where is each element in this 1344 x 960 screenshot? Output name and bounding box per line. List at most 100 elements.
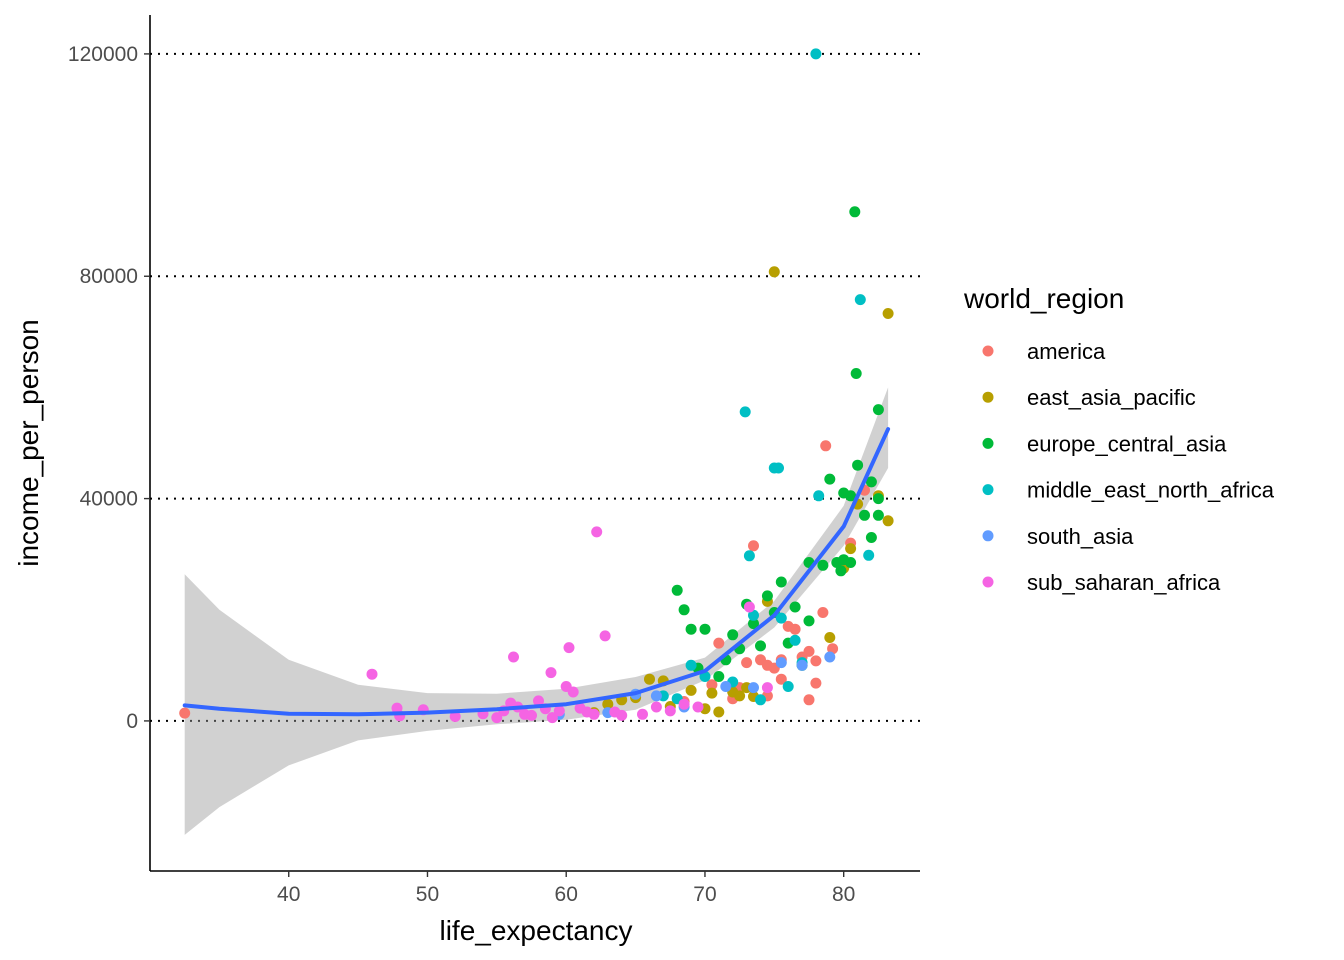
legend: world_region america east_asia_pacificeur… xyxy=(963,283,1275,595)
x-tick-label: 50 xyxy=(416,883,439,906)
point-america xyxy=(789,623,801,635)
point-east_asia_pacific xyxy=(882,308,894,319)
y-tick-label: 0 xyxy=(126,710,138,733)
x-tick-label: 80 xyxy=(832,883,855,906)
point-sub_saharan_africa xyxy=(526,709,537,721)
confidence-band-area xyxy=(184,387,889,835)
point-sub_saharan_africa xyxy=(588,708,600,720)
point-sub_saharan_africa xyxy=(664,705,676,717)
point-europe_central_asia xyxy=(685,623,697,635)
x-tick-label: 40 xyxy=(277,883,300,906)
point-middle_east_north_africa xyxy=(739,406,751,418)
point-east_asia_pacific xyxy=(602,698,614,710)
legend-label-south_asia: south_asia xyxy=(1027,524,1134,549)
point-sub_saharan_africa xyxy=(599,630,611,642)
y-axis-title: income_per_person xyxy=(13,319,44,567)
point-sub_saharan_africa xyxy=(637,708,648,720)
trend-line-path xyxy=(182,427,891,717)
point-europe_central_asia xyxy=(852,459,864,471)
point-europe_central_asia xyxy=(699,623,711,635)
tick-labels: 0 40000 80000 120000 40 50 60 70 80 xyxy=(68,43,855,906)
point-europe_central_asia xyxy=(845,490,857,502)
point-sub_saharan_africa xyxy=(449,711,461,722)
point-europe_central_asia xyxy=(678,604,690,616)
point-europe_central_asia xyxy=(872,509,884,521)
point-east_asia_pacific xyxy=(644,673,655,685)
point-middle_east_north_africa xyxy=(743,550,755,562)
point-europe_central_asia xyxy=(748,618,759,630)
point-south_asia xyxy=(748,682,759,694)
legend-title: world_region xyxy=(963,283,1124,314)
legend-label-america: america xyxy=(1027,339,1106,364)
point-middle_east_north_africa xyxy=(813,490,825,502)
point-america xyxy=(741,657,753,669)
point-america xyxy=(820,440,832,452)
point-east_asia_pacific xyxy=(713,706,725,718)
point-south_asia xyxy=(775,657,787,669)
legend-label-east_asia_pacific: east_asia_pacific xyxy=(1027,385,1196,410)
point-sub_saharan_africa xyxy=(545,667,557,679)
point-america xyxy=(803,694,815,706)
point-middle_east_north_africa xyxy=(789,634,801,646)
point-sub_saharan_africa xyxy=(743,601,755,613)
point-america xyxy=(803,645,815,657)
legend-key-america xyxy=(982,345,994,357)
point-middle_east_north_africa xyxy=(782,681,794,692)
x-axis-title: life_expectancy xyxy=(439,915,632,946)
legend-key-middle_east_north_africa xyxy=(982,484,994,496)
x-tick-label: 60 xyxy=(555,883,578,906)
point-europe_central_asia xyxy=(671,584,683,596)
point-sub_saharan_africa xyxy=(553,705,565,717)
point-america xyxy=(713,637,725,649)
point-middle_east_north_africa xyxy=(854,294,866,306)
point-america xyxy=(706,679,718,691)
point-east_asia_pacific xyxy=(882,515,894,527)
point-sub_saharan_africa xyxy=(678,698,690,710)
point-sub_saharan_africa xyxy=(761,682,773,694)
point-east_asia_pacific xyxy=(824,632,836,643)
point-europe_central_asia xyxy=(755,640,766,652)
point-south_asia xyxy=(650,690,662,702)
point-europe_central_asia xyxy=(845,557,857,568)
point-middle_east_north_africa xyxy=(755,694,766,706)
gridlines xyxy=(150,52,920,722)
point-east_asia_pacific xyxy=(734,690,746,702)
point-sub_saharan_africa xyxy=(567,686,579,698)
legend-label-sub_saharan_africa: sub_saharan_africa xyxy=(1027,570,1221,595)
point-sub_saharan_africa xyxy=(563,642,575,654)
legend-key-europe_central_asia xyxy=(982,437,994,449)
point-east_asia_pacific xyxy=(845,543,857,555)
point-sub_saharan_africa xyxy=(591,526,603,538)
point-europe_central_asia xyxy=(865,532,877,543)
point-europe_central_asia xyxy=(789,601,801,613)
point-europe_central_asia xyxy=(859,509,870,521)
point-europe_central_asia xyxy=(817,559,829,571)
point-sub_saharan_africa xyxy=(508,651,519,663)
point-europe_central_asia xyxy=(775,576,787,588)
data-points xyxy=(179,48,894,724)
point-europe_central_asia xyxy=(849,206,861,218)
point-europe_central_asia xyxy=(727,629,739,641)
point-south_asia xyxy=(824,651,836,663)
point-europe_central_asia xyxy=(824,473,836,485)
point-east_asia_pacific xyxy=(685,684,697,696)
point-sub_saharan_africa xyxy=(533,695,544,707)
point-europe_central_asia xyxy=(872,493,884,505)
point-europe_central_asia xyxy=(865,476,877,488)
trend-line xyxy=(182,427,891,717)
point-america xyxy=(810,655,822,667)
x-tick-label: 70 xyxy=(693,883,716,906)
point-sub_saharan_africa xyxy=(650,701,662,713)
y-tick-label: 80000 xyxy=(80,265,138,288)
point-middle_east_north_africa xyxy=(810,48,822,60)
point-sub_saharan_africa xyxy=(491,712,503,724)
point-sub_saharan_africa xyxy=(616,709,628,721)
confidence-band xyxy=(184,387,889,835)
axes xyxy=(149,15,920,872)
point-middle_east_north_africa xyxy=(748,609,759,621)
legend-key-sub_saharan_africa xyxy=(982,576,994,588)
point-europe_central_asia xyxy=(761,590,773,602)
point-america xyxy=(810,677,822,689)
point-middle_east_north_africa xyxy=(775,612,787,624)
